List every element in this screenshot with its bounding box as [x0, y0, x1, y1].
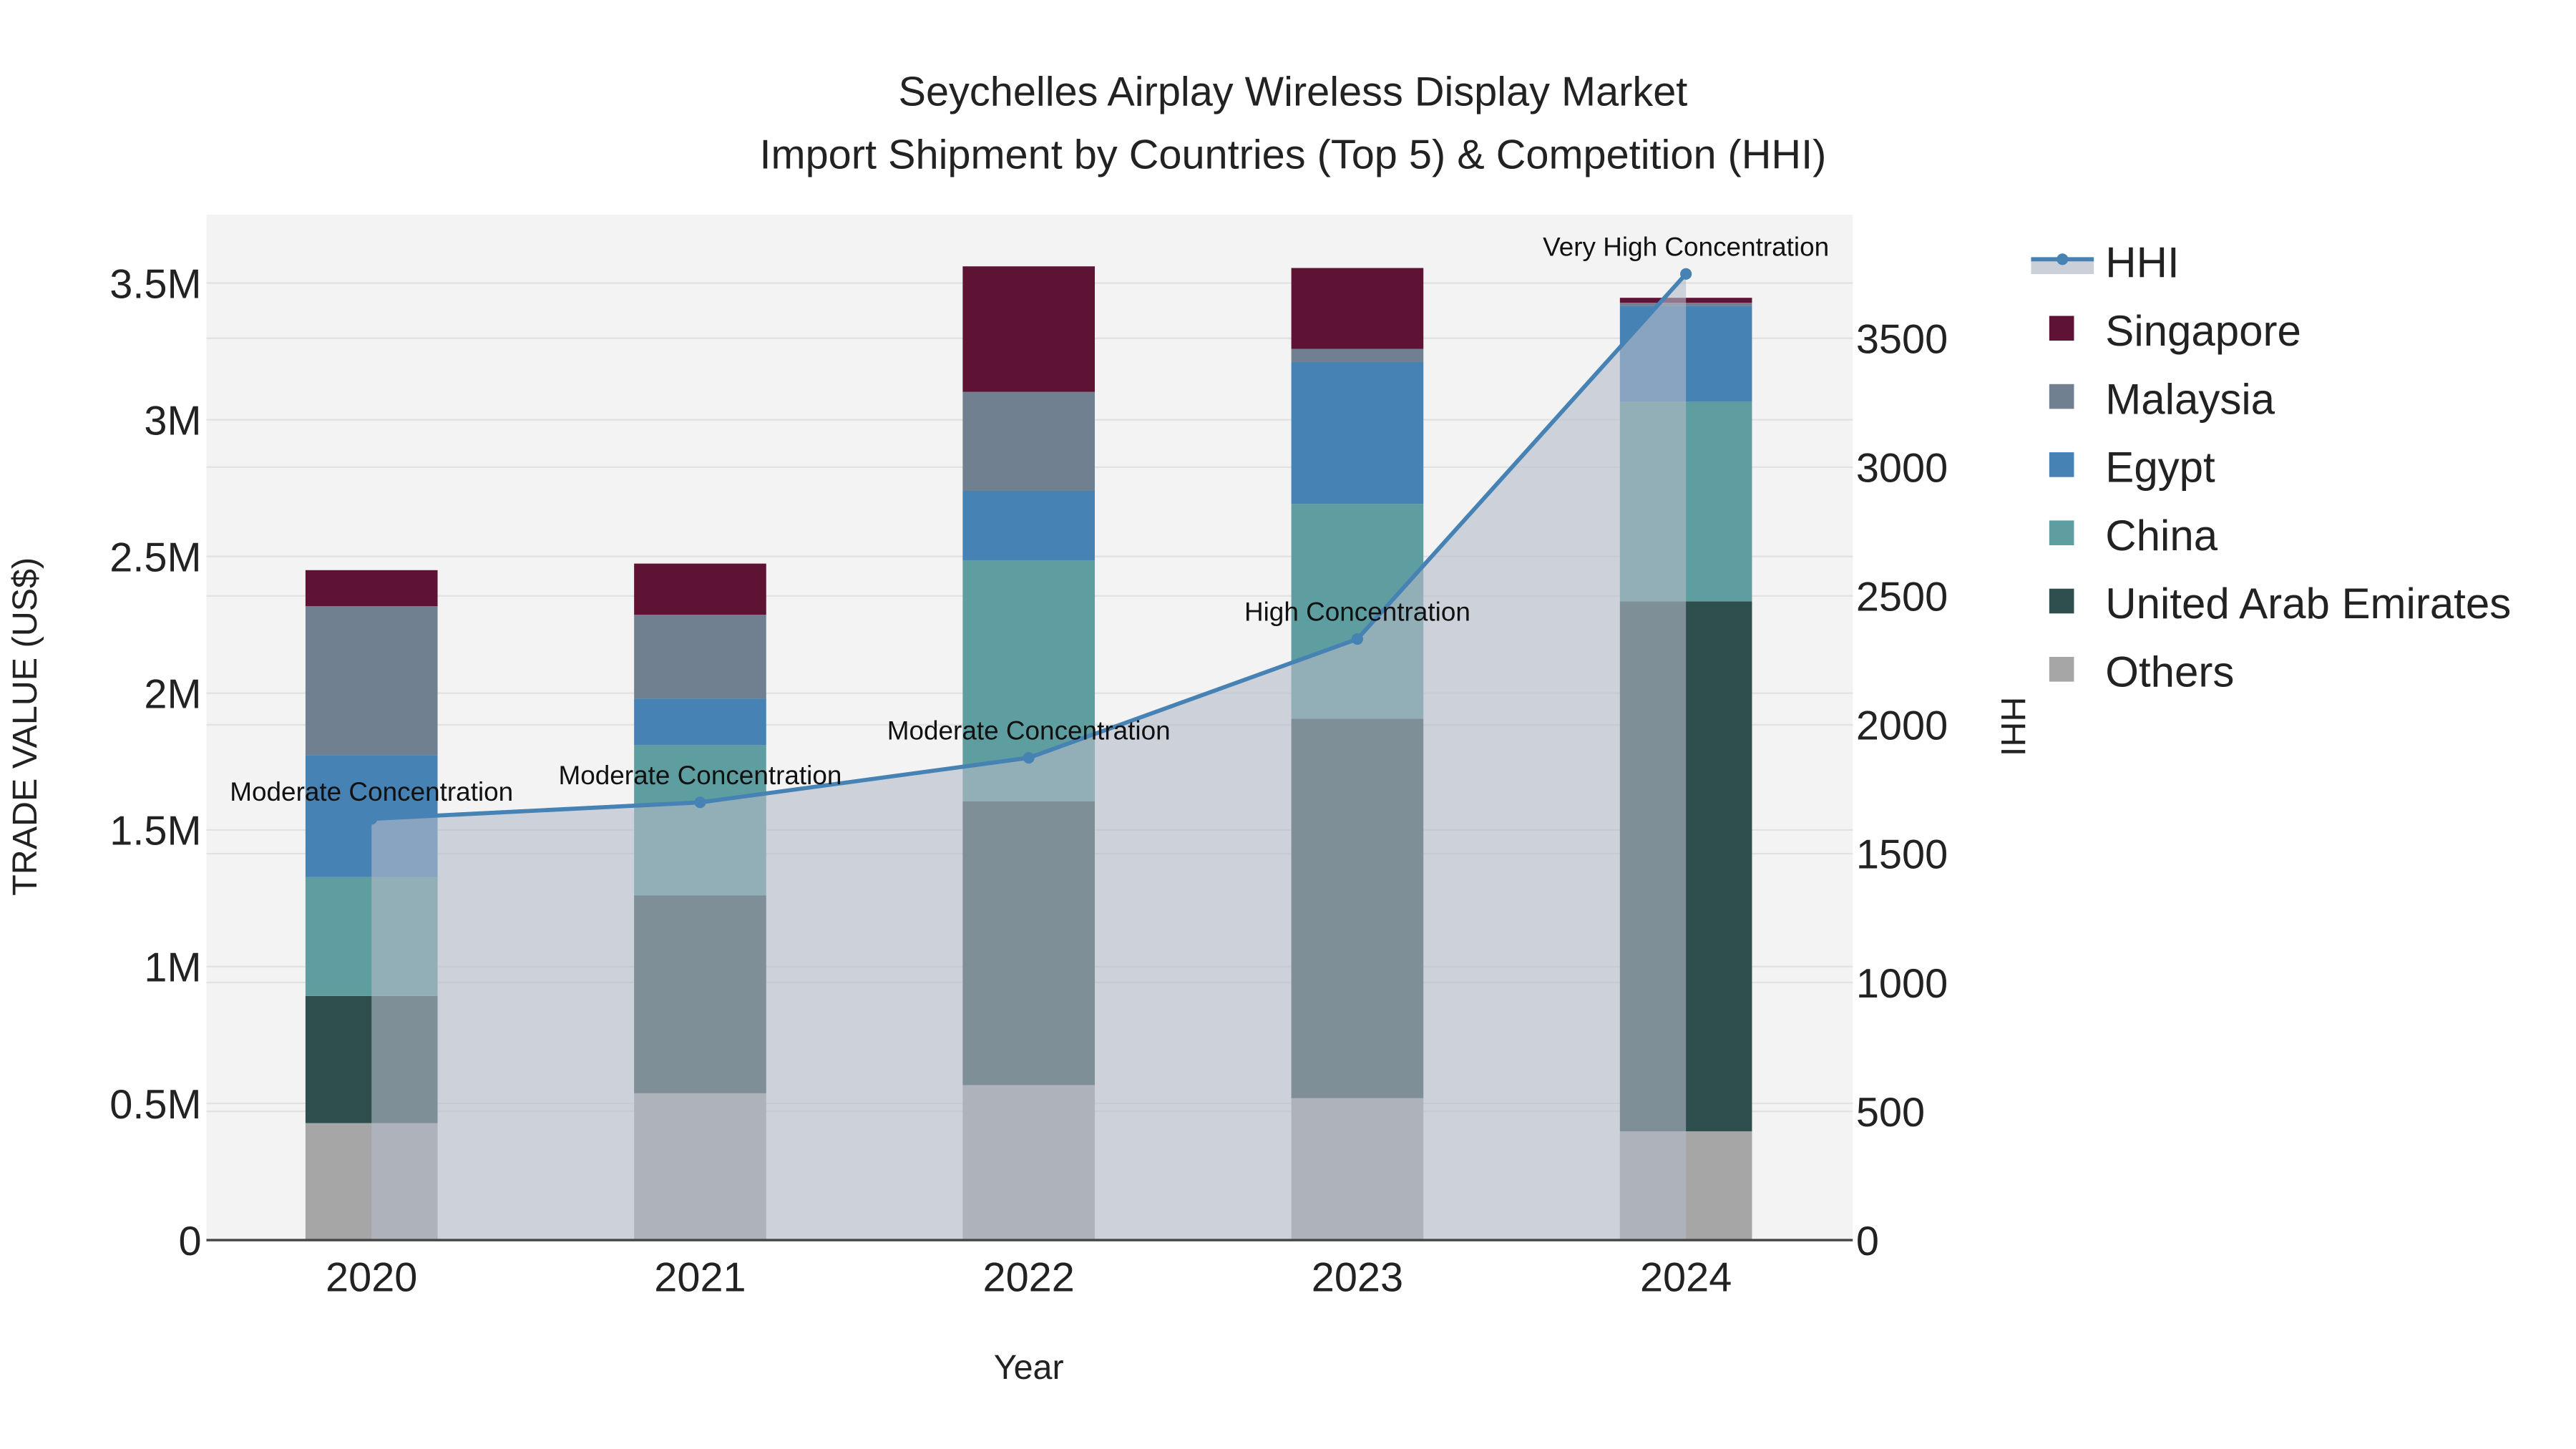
hhi-point-2024	[1680, 268, 1692, 280]
x-tick-label: 2024	[1640, 1255, 1732, 1301]
y2-tick-label: 3500	[1856, 317, 1948, 363]
bar-malaysia-2023	[1291, 348, 1424, 362]
legend-swatch-united-arab-emirates	[2049, 588, 2074, 614]
hhi-annotation: Moderate Concentration	[558, 761, 841, 790]
legend-swatch-hhi-marker	[2057, 253, 2069, 265]
hhi-point-2020	[366, 813, 378, 825]
legend-swatch-china	[2049, 520, 2074, 545]
hhi-point-2023	[1351, 633, 1363, 645]
y2-tick-label: 2000	[1856, 703, 1948, 749]
x-tick-label: 2023	[1312, 1255, 1403, 1301]
bar-egypt-2022	[962, 490, 1095, 561]
bar-malaysia-2020	[305, 606, 438, 756]
x-tick-label: 2021	[654, 1255, 746, 1301]
bar-malaysia-2022	[962, 391, 1095, 491]
y-tick-label: 0.5M	[109, 1082, 201, 1128]
legend-swatch-malaysia	[2049, 384, 2074, 409]
y2-tick-label: 0	[1856, 1219, 1879, 1264]
y-tick-label: 2M	[144, 672, 201, 718]
y-tick-label: 0	[178, 1219, 201, 1264]
y2-tick-label: 1500	[1856, 832, 1948, 878]
hhi-annotation: Moderate Concentration	[887, 716, 1171, 746]
y-tick-label: 1M	[144, 945, 201, 991]
y-axis-label: TRADE VALUE (US$)	[6, 557, 44, 896]
legend-label: HHI	[2105, 239, 2179, 287]
legend-label: Malaysia	[2105, 375, 2275, 423]
hhi-area	[371, 273, 1687, 1241]
legend-label: United Arab Emirates	[2105, 580, 2511, 628]
hhi-point-2022	[1023, 751, 1035, 764]
hhi-annotation: Moderate Concentration	[230, 777, 513, 806]
legend-label: Singapore	[2105, 307, 2301, 355]
hhi-point-2021	[694, 796, 706, 809]
y2-tick-label: 500	[1856, 1090, 1925, 1136]
legend: HHI Singapore Malaysia Egypt China United Ara…	[2031, 239, 2511, 696]
y-tick-label: 3.5M	[109, 261, 201, 307]
y2-tick-label: 2500	[1856, 575, 1948, 620]
legend-swatch-singapore	[2049, 316, 2074, 341]
bar-singapore-2023	[1291, 268, 1424, 349]
y2-tick-label: 1000	[1856, 961, 1948, 1007]
legend-swatch-egypt	[2049, 452, 2074, 477]
hhi-annotation: Very High Concentration	[1543, 232, 1829, 261]
bar-singapore-2022	[962, 266, 1095, 392]
legend-label: China	[2105, 512, 2218, 560]
legend-label: Egypt	[2105, 444, 2215, 492]
hhi-annotation: High Concentration	[1244, 597, 1470, 627]
x-tick-label: 2020	[326, 1255, 417, 1301]
y-tick-label: 1.5M	[109, 809, 201, 854]
x-axis-label: Year	[994, 1348, 1064, 1387]
y-tick-label: 2.5M	[109, 535, 201, 580]
legend-swatch-others	[2049, 657, 2074, 682]
y-tick-label: 3M	[144, 398, 201, 444]
bar-egypt-2021	[634, 698, 766, 746]
bar-egypt-2023	[1291, 361, 1424, 504]
chart-subtitle: Import Shipment by Countries (Top 5) & C…	[760, 132, 1827, 177]
x-tick-label: 2022	[983, 1255, 1075, 1301]
legend-swatch-hhi-area	[2031, 259, 2094, 275]
hhi-series: Moderate Concentration Moderate Concentra…	[230, 232, 1829, 1241]
bar-malaysia-2021	[634, 615, 766, 699]
bar-singapore-2021	[634, 563, 766, 615]
y2-tick-label: 3000	[1856, 446, 1948, 492]
bar-singapore-2020	[305, 570, 438, 607]
chart-title: Seychelles Airplay Wireless Display Mark…	[899, 69, 1688, 115]
axes: 0 0.5M 1M 1.5M 2M 2.5M 3M 3.5M 0 500 1000 1500 2000 2…	[109, 261, 1948, 1300]
legend-label: Others	[2105, 648, 2234, 696]
y2-axis-label: HHI	[1994, 697, 2032, 756]
